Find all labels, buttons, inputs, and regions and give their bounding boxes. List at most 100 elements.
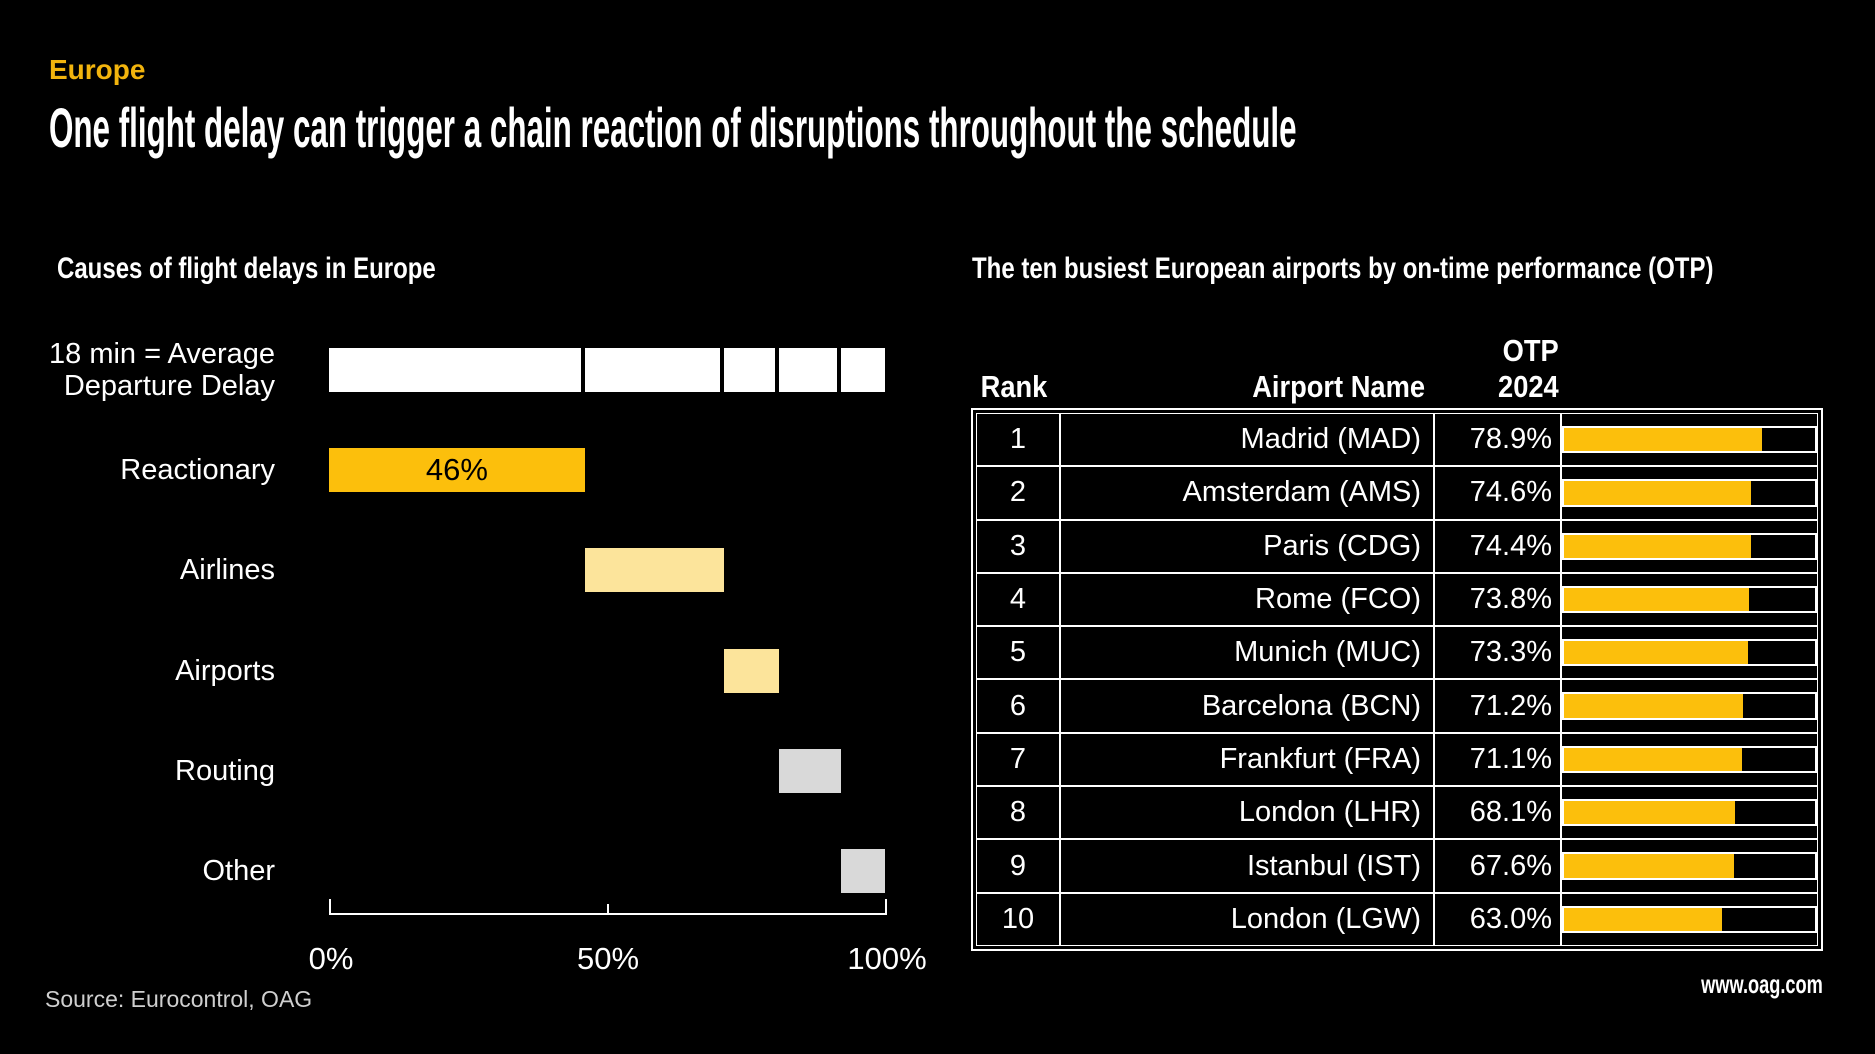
cell-otp-bar [1561,679,1818,733]
category-label: Airlines [179,554,275,586]
region-kicker: Europe [49,54,146,85]
otp-table-grid: 1 Madrid (MAD) 78.9% 2 Amsterdam (AMS) 74.6% 3… [976,413,1818,946]
cell-rank: 9 [976,839,1060,893]
cell-otp-bar [1561,732,1818,787]
total-bar-segment [723,348,776,392]
cell-otp-bar [1561,786,1818,840]
otp-bar-track [1562,905,1817,933]
otp-bar-track [1562,426,1817,454]
total-bar-segment [584,348,720,392]
otp-bar-track [1562,639,1817,667]
cell-airport: Istanbul (IST) [1060,839,1434,893]
otp-bar-fill [1564,801,1735,825]
cell-otp-bar [1561,466,1818,520]
x-axis-tick-label: 50% [576,941,640,976]
category-label: Other [202,855,275,887]
cell-otp-value: 73.8% [1434,572,1561,627]
category-label: Reactionary [120,454,275,486]
category-label: Routing [175,755,275,787]
category-label-line: Departure Delay [63,370,275,402]
cell-airport: Amsterdam (AMS) [1060,466,1434,520]
x-axis-tick [329,899,331,915]
total-bar-segment [840,348,885,392]
bar-other [840,849,885,893]
cell-otp-value: 67.6% [1434,839,1561,893]
total-bar-segment [329,348,581,392]
bar-reactionary: 46% [329,448,585,492]
otp-bar-track [1562,852,1817,880]
otp-table: 1 Madrid (MAD) 78.9% 2 Amsterdam (AMS) 74.6% 3… [971,408,1823,951]
source-note: Source: Eurocontrol, OAG [45,986,313,1012]
cell-rank: 3 [976,519,1060,573]
cell-rank: 4 [976,572,1060,627]
total-bar-segment [779,348,837,392]
cell-otp-bar [1561,413,1818,467]
bar-airports [723,649,780,693]
cell-otp-bar [1561,572,1818,627]
x-axis-tick-label: 100% [847,941,927,976]
cell-otp-bar [1561,519,1818,573]
otp-bar-fill [1564,534,1751,558]
cell-airport: Paris (CDG) [1060,519,1434,573]
otp-bar-track [1562,532,1817,560]
cell-airport: London (LHR) [1060,786,1434,840]
x-axis-tick-label: 0% [308,941,354,976]
bar-value-label: 46% [425,452,488,487]
column-header-otp-2024: OTP 2024 [1450,333,1564,405]
cell-otp-value: 71.2% [1434,679,1561,733]
cell-airport: Frankfurt (FRA) [1060,732,1434,787]
cell-rank: 8 [976,786,1060,840]
otp-bar-fill [1564,747,1743,772]
cell-otp-value: 73.3% [1434,626,1561,680]
column-header-airport-name: Airport Name [1252,369,1425,404]
cell-airport: Madrid (MAD) [1060,413,1434,467]
column-header-rank: Rank [980,369,1048,404]
cell-rank: 5 [976,626,1060,680]
otp-bar-fill [1564,694,1743,718]
cell-otp-value: 68.1% [1434,786,1561,840]
table-heading: The ten busiest European airports by on-… [972,252,1714,285]
otp-bar-track [1562,585,1817,614]
cell-rank: 2 [976,466,1060,520]
cell-rank: 6 [976,679,1060,733]
cell-rank: 1 [976,413,1060,467]
cell-airport: London (LGW) [1060,892,1434,946]
category-label-line: 18 min = Average [49,338,275,370]
cell-airport: Rome (FCO) [1060,572,1434,627]
cell-rank: 10 [976,892,1060,946]
category-label: Airports [175,655,275,687]
otp-bar-track [1562,479,1817,507]
otp-bar-fill [1564,587,1750,612]
column-header-otp-line2: 2024 [1498,369,1559,404]
bar-routing [779,749,841,793]
cell-otp-value: 74.4% [1434,519,1561,573]
otp-bar-fill [1564,481,1752,505]
page-title: One flight delay can trigger a chain rea… [49,96,1297,159]
bar-airlines [584,548,724,592]
column-header-otp-line1: OTP [1502,333,1559,368]
category-label-total: 18 min = Average Departure Delay [0,338,275,402]
otp-bar-track [1562,745,1817,774]
otp-bar-fill [1564,428,1763,452]
x-axis-tick [607,904,609,915]
cell-rank: 7 [976,732,1060,787]
cell-otp-bar [1561,839,1818,893]
otp-bar-track [1562,692,1817,720]
cell-otp-value: 74.6% [1434,466,1561,520]
cell-otp-value: 78.9% [1434,413,1561,467]
cell-otp-bar [1561,892,1818,946]
left-chart-heading: Causes of flight delays in Europe [57,252,436,285]
cell-airport: Munich (MUC) [1060,626,1434,680]
cell-otp-value: 63.0% [1434,892,1561,946]
x-axis-tick [885,899,887,915]
cell-otp-bar [1561,626,1818,680]
otp-bar-fill [1564,854,1734,878]
otp-bar-fill [1564,907,1723,931]
otp-bar-track [1562,799,1817,827]
otp-bar-fill [1564,641,1748,665]
website-text: www.oag.com [1701,969,1823,999]
cell-airport: Barcelona (BCN) [1060,679,1434,733]
cell-otp-value: 71.1% [1434,732,1561,787]
